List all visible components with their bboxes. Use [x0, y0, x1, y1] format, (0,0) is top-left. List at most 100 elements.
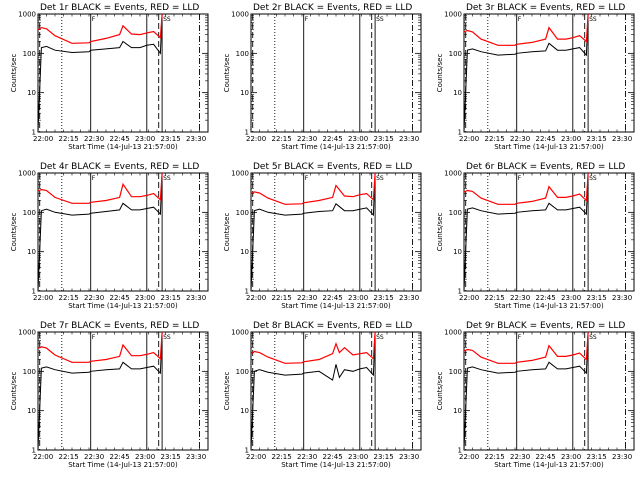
x-tick-label: 23:15 — [161, 135, 181, 143]
x-tick-label: 22:00 — [459, 453, 479, 461]
y-axis-label: Counts/sec — [223, 372, 231, 411]
plot-frame — [37, 172, 209, 292]
panel-3: Det 3r BLACK = Events, RED = LLD 1 10 100 10… — [436, 3, 635, 151]
x-tick-label: 23:30 — [399, 453, 419, 461]
x-tick-label: 22:30 — [297, 453, 317, 461]
y-tick-label: 100 — [236, 209, 249, 217]
x-tick-label: 22:15 — [272, 294, 292, 302]
x-tick-label: 23:15 — [587, 453, 607, 461]
x-axis-label: Start Time (14-Jul-13 21:57:00) — [281, 461, 391, 469]
marker-label: SS — [589, 334, 597, 341]
x-tick-label: 23:30 — [612, 135, 632, 143]
panel-title: Det 7r BLACK = Events, RED = LLD — [40, 321, 199, 331]
lld-series-line — [463, 13, 589, 46]
x-tick-label: 23:00 — [561, 135, 581, 143]
y-axis-label: Counts/sec — [436, 213, 444, 252]
marker-label: F — [92, 175, 96, 182]
marker-label: F — [518, 16, 522, 23]
x-tick-label: 22:15 — [59, 294, 79, 302]
marker-label: SS — [589, 175, 597, 182]
marker-label: SS — [163, 16, 171, 23]
x-tick-label: 22:45 — [110, 453, 130, 461]
y-axis-label: Counts/sec — [436, 54, 444, 93]
x-tick-label: 22:15 — [272, 453, 292, 461]
x-tick-label: 23:30 — [612, 294, 632, 302]
y-tick-label: 1 — [32, 129, 36, 137]
events-series-line — [463, 331, 589, 451]
x-tick-label: 23:30 — [612, 453, 632, 461]
x-tick-label: 22:00 — [33, 453, 53, 461]
x-tick-label: 23:00 — [135, 294, 155, 302]
y-tick-label: 10 — [240, 407, 249, 415]
x-tick-label: 23:00 — [135, 453, 155, 461]
x-axis-label: Start Time (14-Jul-13 21:57:00) — [281, 302, 391, 310]
x-tick-label: 22:30 — [84, 294, 104, 302]
y-tick-label: 1000 — [231, 11, 249, 19]
plot-frame — [37, 331, 209, 451]
x-tick-label: 22:00 — [33, 135, 53, 143]
y-tick-label: 100 — [236, 50, 249, 58]
x-tick-label: 22:15 — [485, 294, 505, 302]
y-tick-label: 1 — [32, 288, 36, 296]
y-tick-label: 1 — [245, 129, 249, 137]
y-tick-label: 1000 — [231, 170, 249, 178]
y-tick-label: 10 — [27, 248, 36, 256]
x-tick-label: 22:45 — [536, 135, 556, 143]
x-tick-label: 23:00 — [348, 294, 368, 302]
plot-frame — [37, 13, 209, 133]
panel-8: Det 8r BLACK = Events, RED = LLD 1 10 100 10… — [223, 321, 422, 469]
marker-label: F — [305, 16, 309, 23]
events-series-line — [37, 13, 163, 133]
x-tick-label: 22:30 — [84, 453, 104, 461]
y-tick-label: 1 — [245, 288, 249, 296]
x-axis-label: Start Time (14-Jul-13 21:57:00) — [68, 143, 178, 151]
x-tick-label: 22:45 — [536, 294, 556, 302]
marker-label: F — [92, 334, 96, 341]
x-tick-label: 22:30 — [510, 135, 530, 143]
x-tick-label: 23:30 — [186, 294, 206, 302]
y-tick-label: 1000 — [444, 170, 462, 178]
y-axis-label: Counts/sec — [223, 54, 231, 93]
x-tick-label: 22:45 — [536, 453, 556, 461]
x-tick-label: 22:15 — [59, 135, 79, 143]
events-series-line — [463, 13, 589, 133]
x-tick-label: 22:30 — [297, 135, 317, 143]
x-tick-label: 23:30 — [186, 453, 206, 461]
y-tick-label: 100 — [23, 209, 36, 217]
y-axis-label: Counts/sec — [436, 372, 444, 411]
panel-title: Det 6r BLACK = Events, RED = LLD — [466, 162, 625, 172]
x-tick-label: 23:15 — [374, 135, 394, 143]
x-axis-label: Start Time (14-Jul-13 21:57:00) — [494, 461, 604, 469]
plot-frame — [250, 13, 422, 133]
lld-series-line — [463, 331, 589, 364]
panel-title: Det 9r BLACK = Events, RED = LLD — [466, 321, 625, 331]
marker-label: SS — [163, 334, 171, 341]
panel-title: Det 2r BLACK = Events, RED = LLD — [253, 3, 412, 13]
marker-label: F — [305, 334, 309, 341]
y-axis-label: Counts/sec — [10, 213, 18, 252]
panel-6: Det 6r BLACK = Events, RED = LLD 1 10 100 10… — [436, 162, 635, 310]
x-tick-label: 22:45 — [110, 135, 130, 143]
x-tick-label: 22:15 — [272, 135, 292, 143]
y-tick-label: 1 — [32, 447, 36, 455]
x-tick-label: 23:00 — [348, 453, 368, 461]
y-tick-label: 100 — [23, 368, 36, 376]
x-tick-label: 23:15 — [587, 135, 607, 143]
x-tick-label: 23:15 — [587, 294, 607, 302]
y-tick-label: 100 — [449, 368, 462, 376]
lld-series-line — [37, 172, 163, 204]
panel-5: Det 5r BLACK = Events, RED = LLD 1 10 100 10… — [223, 162, 422, 310]
panel-9: Det 9r BLACK = Events, RED = LLD 1 10 100 10… — [436, 321, 635, 469]
marker-label: SS — [376, 334, 384, 341]
x-tick-label: 22:00 — [459, 135, 479, 143]
panel-title: Det 3r BLACK = Events, RED = LLD — [466, 3, 625, 13]
x-axis-label: Start Time (14-Jul-13 21:57:00) — [68, 302, 178, 310]
x-tick-label: 22:15 — [485, 135, 505, 143]
y-tick-label: 100 — [236, 368, 249, 376]
x-tick-label: 23:00 — [348, 135, 368, 143]
x-tick-label: 22:45 — [110, 294, 130, 302]
x-tick-label: 23:00 — [561, 294, 581, 302]
plot-frame — [463, 172, 635, 292]
lld-series-line — [37, 13, 163, 44]
